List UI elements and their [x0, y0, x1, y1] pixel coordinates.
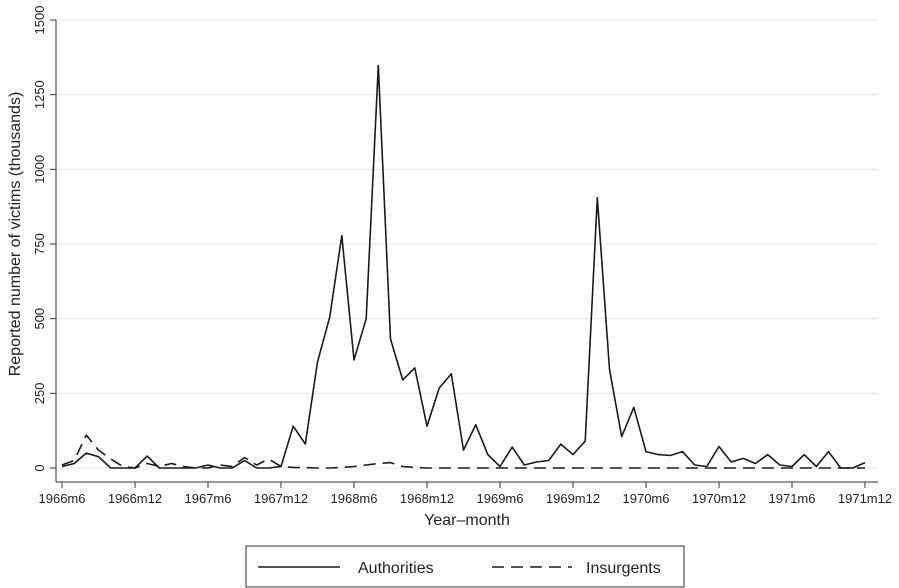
x-tick-label: 1968m6 [331, 491, 378, 506]
x-tick-label: 1970m12 [692, 491, 746, 506]
y-tick-label: 1000 [32, 155, 47, 184]
x-tick-label: 1969m12 [546, 491, 600, 506]
x-tick-label: 1966m12 [108, 491, 162, 506]
x-tick-label: 1966m6 [39, 491, 86, 506]
y-tick-label: 250 [32, 382, 47, 404]
x-tick-label: 1971m6 [769, 491, 816, 506]
x-axis-title: Year–month [424, 512, 510, 529]
x-tick-label: 1971m12 [838, 491, 892, 506]
legend: Authorities Insurgents [245, 545, 685, 588]
legend-label-insurgents: Insurgents [586, 560, 661, 577]
x-tick-label: 1967m6 [185, 491, 232, 506]
y-tick-label: 750 [32, 233, 47, 255]
x-tick-label: 1969m6 [477, 491, 524, 506]
x-tick-label: 1968m12 [400, 491, 454, 506]
axes [55, 20, 878, 483]
x-tick-label: 1970m6 [623, 491, 670, 506]
legend-label-authorities: Authorities [358, 560, 434, 577]
x-axis-ticks: 1966m6 1966m12 1967m6 1967m12 1968m6 1968m12 1… [39, 482, 892, 506]
y-tick-label: 0 [32, 464, 47, 471]
x-tick-label: 1967m12 [254, 491, 308, 506]
y-tick-label: 1250 [32, 80, 47, 109]
series-line-authorities [61, 64, 866, 469]
series-line-insurgents [61, 434, 865, 469]
y-tick-label: 500 [32, 308, 47, 330]
y-tick-label: 1500 [32, 6, 47, 35]
gridlines [56, 19, 878, 469]
series-lines [61, 64, 866, 469]
y-axis-title: Reported number of victims (thousands) [7, 92, 24, 377]
y-axis-ticks: 0 250 500 750 1000 1250 1500 [32, 6, 56, 472]
